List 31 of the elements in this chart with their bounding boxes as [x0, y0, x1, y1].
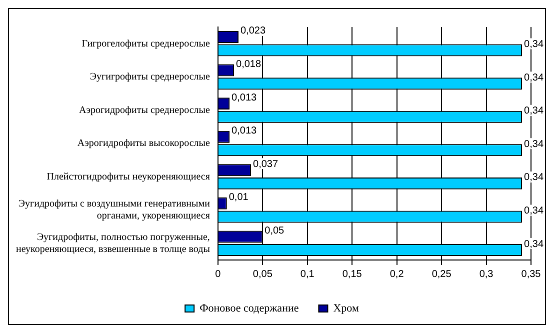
data-label: 0,34 — [524, 39, 544, 50]
x-tick-label: 0 — [215, 268, 222, 280]
y-tick-label: Плейстогидрофиты неукореняющиеся — [46, 171, 210, 182]
data-label: 0,34 — [524, 205, 544, 216]
x-tick-label: 0,2 — [390, 268, 404, 280]
legend-label: Хром — [333, 302, 359, 314]
x-tick-label: 0,05 — [252, 268, 273, 280]
data-label: 0,023 — [240, 26, 266, 37]
x-tick-label: 0,3 — [479, 268, 494, 280]
y-tick-label: Эугигрофиты среднерослые — [90, 72, 210, 83]
data-label: 0,34 — [524, 72, 544, 84]
x-tick-label: 0,1 — [300, 268, 315, 280]
y-tick-label: Аэрогидрофиты высокорослые — [77, 138, 210, 150]
legend-label: Фоновое содержание — [200, 302, 299, 314]
y-tick-label: Эугидрофиты с воздушными генеративными органами, укореняющиеся — [18, 198, 211, 222]
data-label: 0,013 — [232, 92, 258, 104]
data-label: 0,01 — [228, 192, 249, 204]
data-label: 0,34 — [524, 238, 544, 250]
data-label: 0,05 — [264, 225, 285, 236]
data-label: 0,037 — [253, 158, 278, 170]
y-tick-label: Гигрогелофиты среднерослые — [82, 38, 210, 50]
x-tick-label: 0,15 — [342, 268, 362, 280]
data-label: 0,018 — [236, 59, 262, 70]
y-tick-label: Эугидрофиты, полностью погруженные, неукореняющиеся, взвешенные в толще воды — [16, 232, 210, 255]
data-label: 0,34 — [524, 106, 544, 117]
data-label: 0,34 — [524, 172, 544, 184]
x-tick-label: 0,25 — [432, 268, 452, 280]
data-label: 0,34 — [524, 138, 544, 150]
data-label: 0,013 — [232, 126, 258, 137]
x-tick-label: 0,35 — [521, 268, 542, 280]
y-tick-label: Аэрогидрофиты среднерослые — [78, 104, 210, 116]
